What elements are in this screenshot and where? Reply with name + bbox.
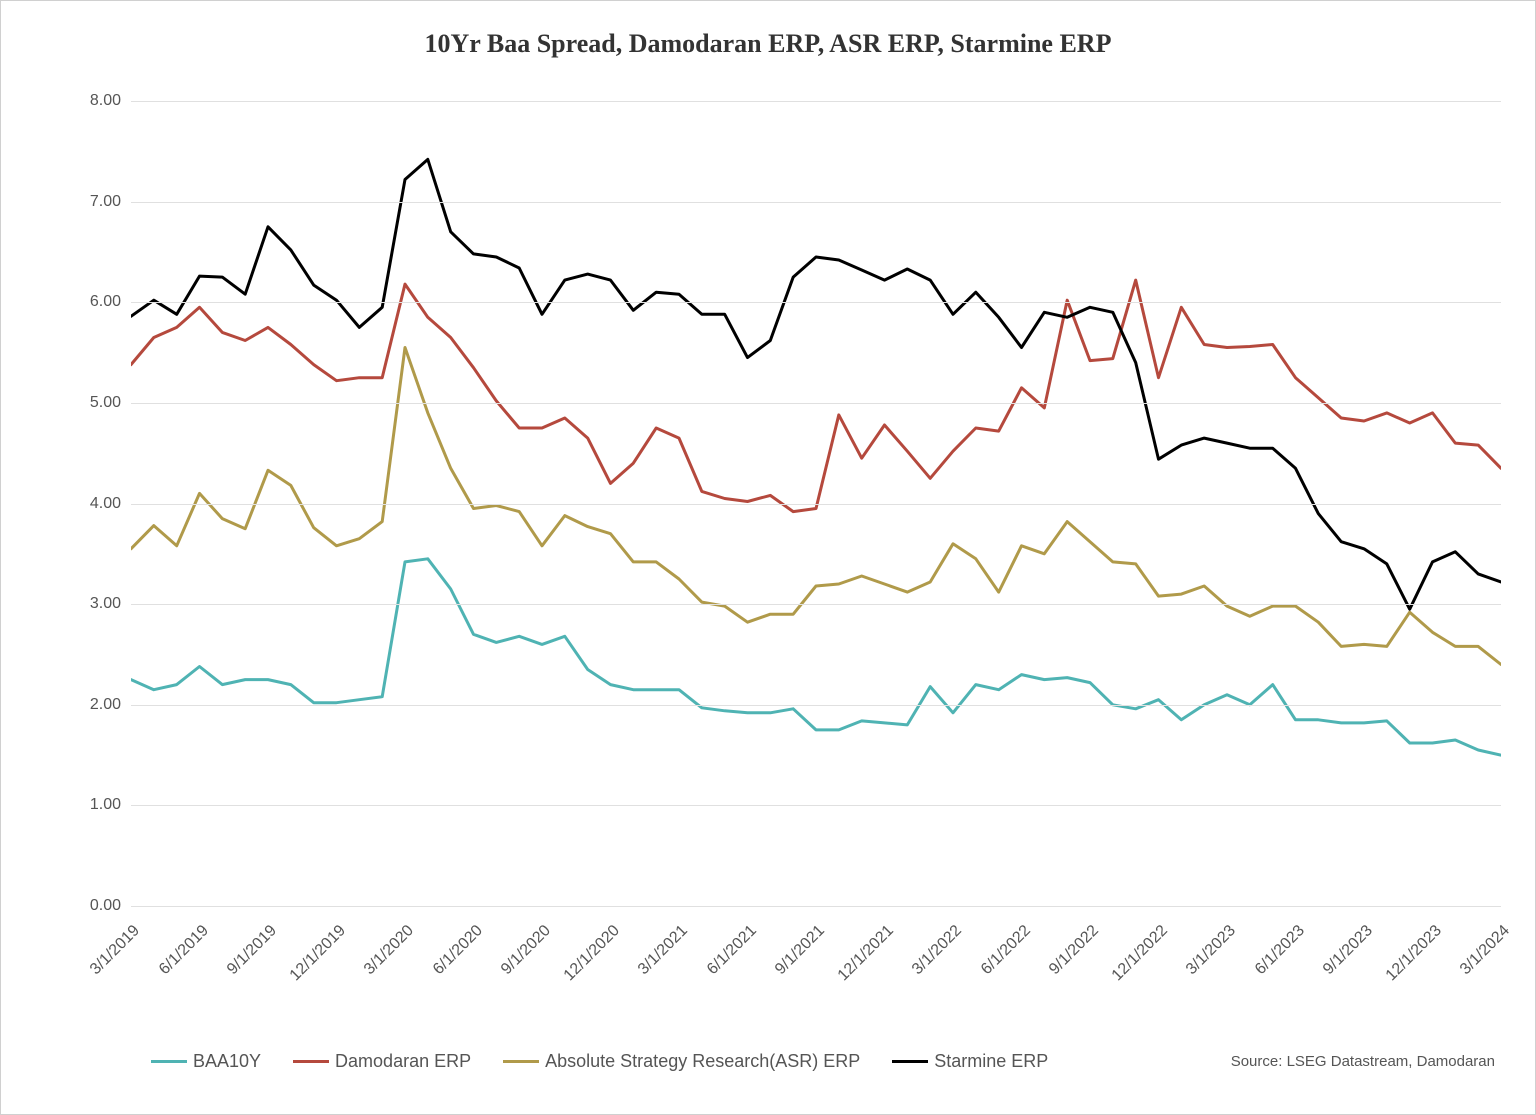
grid-line — [131, 403, 1501, 404]
legend-swatch — [503, 1060, 539, 1063]
y-axis-label: 4.00 — [56, 495, 121, 513]
grid-line — [131, 705, 1501, 706]
legend-swatch — [293, 1060, 329, 1063]
legend-item: Starmine ERP — [892, 1051, 1048, 1072]
y-axis-label: 3.00 — [56, 595, 121, 613]
y-axis-label: 8.00 — [56, 92, 121, 110]
y-axis-label: 1.00 — [56, 796, 121, 814]
chart-container: 10Yr Baa Spread, Damodaran ERP, ASR ERP,… — [0, 0, 1536, 1115]
legend-item: BAA10Y — [151, 1051, 261, 1072]
grid-line — [131, 202, 1501, 203]
legend-swatch — [892, 1060, 928, 1063]
x-axis-label: 12/1/2020 — [560, 922, 623, 985]
source-note: Source: LSEG Datastream, Damodaran — [1231, 1053, 1495, 1070]
legend-item: Damodaran ERP — [293, 1051, 471, 1072]
y-axis-label: 2.00 — [56, 696, 121, 714]
x-axis-label: 3/1/2019 — [87, 922, 144, 979]
x-axis-label: 3/1/2020 — [361, 922, 418, 979]
legend-label: Damodaran ERP — [335, 1051, 471, 1072]
grid-line — [131, 302, 1501, 303]
legend-label: Starmine ERP — [934, 1051, 1048, 1072]
chart-title: 10Yr Baa Spread, Damodaran ERP, ASR ERP,… — [1, 29, 1535, 59]
x-axis-label: 6/1/2021 — [703, 922, 760, 979]
x-axis-label: 9/1/2022 — [1046, 922, 1103, 979]
x-axis-label: 9/1/2023 — [1320, 922, 1377, 979]
grid-line — [131, 805, 1501, 806]
x-axis-label: 3/1/2022 — [909, 922, 966, 979]
legend-label: Absolute Strategy Research(ASR) ERP — [545, 1051, 860, 1072]
grid-line — [131, 101, 1501, 102]
x-axis-label: 3/1/2021 — [635, 922, 692, 979]
legend: BAA10Y Damodaran ERP Absolute Strategy Res… — [151, 1051, 1048, 1072]
y-axis-label: 7.00 — [56, 193, 121, 211]
y-axis-label: 6.00 — [56, 293, 121, 311]
x-axis-label: 12/1/2022 — [1108, 922, 1171, 985]
series-line-starmine-erp — [131, 159, 1501, 609]
x-axis-label: 6/1/2020 — [429, 922, 486, 979]
y-axis-label: 5.00 — [56, 394, 121, 412]
x-axis-label: 6/1/2019 — [155, 922, 212, 979]
x-axis-label: 12/1/2021 — [834, 922, 897, 985]
legend-item: Absolute Strategy Research(ASR) ERP — [503, 1051, 860, 1072]
x-axis-label: 3/1/2024 — [1457, 922, 1514, 979]
x-axis-label: 12/1/2019 — [286, 922, 349, 985]
plot-area — [131, 101, 1501, 906]
x-axis-label: 9/1/2019 — [224, 922, 281, 979]
x-axis-label: 6/1/2022 — [977, 922, 1034, 979]
series-line-damodaran-erp — [131, 280, 1501, 512]
x-axis-label: 9/1/2021 — [772, 922, 829, 979]
x-axis-label: 9/1/2020 — [498, 922, 555, 979]
x-axis-label: 6/1/2023 — [1251, 922, 1308, 979]
legend-label: BAA10Y — [193, 1051, 261, 1072]
grid-line — [131, 906, 1501, 907]
x-axis-label: 3/1/2023 — [1183, 922, 1240, 979]
grid-line — [131, 604, 1501, 605]
legend-swatch — [151, 1060, 187, 1063]
x-axis-label: 12/1/2023 — [1382, 922, 1445, 985]
grid-line — [131, 504, 1501, 505]
y-axis-label: 0.00 — [56, 897, 121, 915]
